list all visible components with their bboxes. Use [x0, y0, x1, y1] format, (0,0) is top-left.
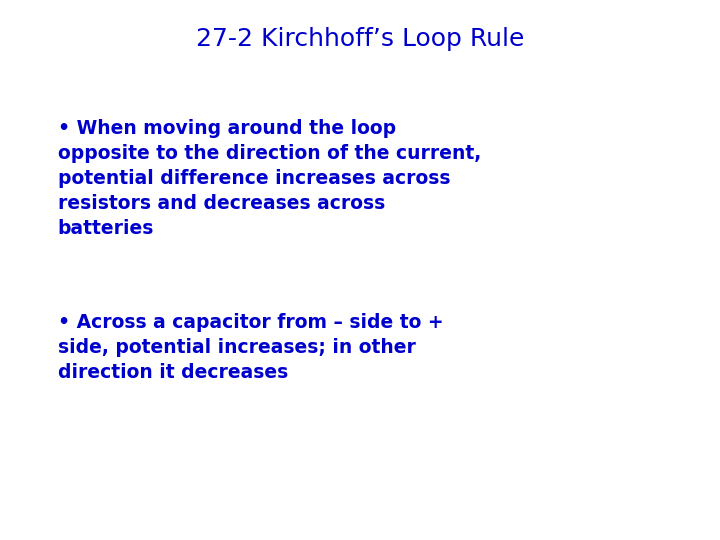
Text: • Across a capacitor from – side to +
side, potential increases; in other
direct: • Across a capacitor from – side to + si… [58, 313, 444, 382]
Text: • When moving around the loop
opposite to the direction of the current,
potentia: • When moving around the loop opposite t… [58, 119, 481, 238]
Text: 27-2 Kirchhoff’s Loop Rule: 27-2 Kirchhoff’s Loop Rule [196, 27, 524, 51]
